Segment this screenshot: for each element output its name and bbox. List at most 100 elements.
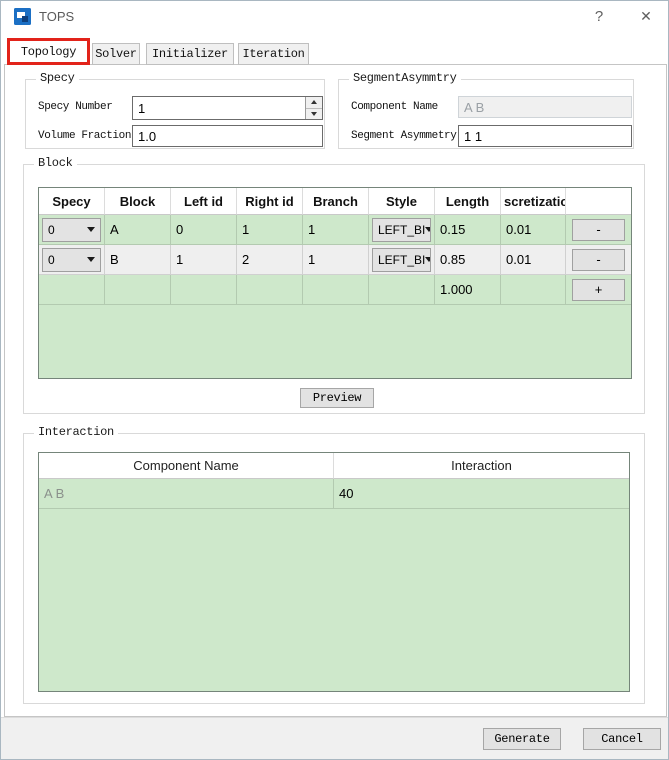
cell-block[interactable]: A	[105, 215, 171, 245]
component-name-input	[458, 96, 632, 118]
header-discretization: scretizatio	[501, 188, 566, 215]
specy-dropdown-value: 0	[48, 222, 55, 237]
cell-specy: 0	[39, 245, 105, 275]
cell-discretization[interactable]: 0.01	[501, 245, 566, 275]
remove-row-button[interactable]: -	[572, 248, 625, 271]
tab-topology[interactable]: Topology	[7, 38, 90, 65]
header-interaction: Interaction	[334, 453, 629, 479]
spin-down-button[interactable]	[306, 108, 322, 119]
cell-discretization[interactable]: 0.01	[501, 215, 566, 245]
tab-solver-label: Solver	[95, 47, 137, 61]
spin-up-button[interactable]	[306, 97, 322, 109]
tab-initializer-label: Initializer	[152, 47, 228, 61]
style-dropdown[interactable]: LEFT_BI	[372, 247, 431, 272]
header-component-name: Component Name	[39, 453, 334, 479]
specy-number-spinner	[132, 96, 323, 120]
spinner-buttons	[305, 97, 322, 119]
cell-right-id[interactable]: 2	[237, 245, 303, 275]
cell-actions: -	[566, 215, 631, 245]
header-block: Block	[105, 188, 171, 215]
cell-empty	[501, 275, 566, 305]
specy-dropdown[interactable]: 0	[42, 217, 101, 242]
specy-groupbox: Specy Specy Number Volume Fraction	[25, 71, 325, 149]
tab-initializer[interactable]: Initializer	[146, 43, 234, 65]
tab-iteration[interactable]: Iteration	[238, 43, 309, 65]
cell-branch[interactable]: 1	[303, 215, 369, 245]
segment-asymmetry-input[interactable]	[458, 125, 632, 147]
cell-empty	[237, 275, 303, 305]
segment-asymmetry-label: Segment Asymmetry	[351, 130, 457, 142]
specy-dropdown[interactable]: 0	[42, 247, 101, 272]
cell-specy: 0	[39, 215, 105, 245]
tab-solver[interactable]: Solver	[92, 43, 140, 65]
cell-actions: +	[566, 275, 631, 305]
style-dropdown[interactable]: LEFT_BI	[372, 217, 431, 242]
dropdown-arrow-icon	[425, 227, 430, 232]
cell-empty	[171, 275, 237, 305]
header-length: Length	[435, 188, 501, 215]
cell-style: LEFT_BI	[369, 215, 435, 245]
header-right-id: Right id	[237, 188, 303, 215]
cell-interaction-value[interactable]: 40	[334, 479, 629, 509]
block-table-header-row: Specy Block Left id Right id Branch Styl…	[39, 188, 631, 215]
app-logo-icon	[14, 7, 31, 25]
cell-length[interactable]: 0.15	[435, 215, 501, 245]
add-row-button[interactable]: +	[572, 278, 625, 301]
cell-component-name: A B	[39, 479, 334, 509]
cell-block[interactable]: B	[105, 245, 171, 275]
cell-actions: -	[566, 245, 631, 275]
segment-asymmetry-groupbox: SegmentAsymmtry Component Name Segment A…	[338, 71, 634, 149]
cell-branch[interactable]: 1	[303, 245, 369, 275]
specy-number-label: Specy Number	[38, 101, 113, 113]
header-actions	[566, 188, 631, 215]
interaction-table-empty-area	[39, 509, 629, 691]
arrow-up-icon	[311, 100, 317, 105]
footer-bar: Generate Cancel	[1, 717, 668, 759]
cell-left-id[interactable]: 0	[171, 215, 237, 245]
volume-fraction-label: Volume Fraction	[38, 130, 132, 142]
block-groupbox: Block Specy Block Left id Right id Branc…	[23, 156, 645, 414]
block-table-row: 0 B 1 2 1 LEFT_BI 0.85 0.01 -	[39, 245, 631, 275]
help-icon[interactable]: ?	[594, 7, 604, 25]
block-table-empty-area	[39, 305, 631, 378]
block-table-total-row: 1.000 +	[39, 275, 631, 305]
header-branch: Branch	[303, 188, 369, 215]
cell-style: LEFT_BI	[369, 245, 435, 275]
generate-button[interactable]: Generate	[483, 728, 561, 750]
block-table-row: 0 A 0 1 1 LEFT_BI 0.15 0.01 -	[39, 215, 631, 245]
cell-empty	[303, 275, 369, 305]
cell-right-id[interactable]: 1	[237, 215, 303, 245]
interaction-table-row: A B 40	[39, 479, 629, 509]
specy-dropdown-value: 0	[48, 252, 55, 267]
header-left-id: Left id	[171, 188, 237, 215]
cell-total-length: 1.000	[435, 275, 501, 305]
interaction-group-title: Interaction	[34, 425, 118, 439]
component-name-label: Component Name	[351, 101, 438, 113]
style-dropdown-value: LEFT_BI	[378, 222, 426, 237]
close-icon[interactable]: ✕	[640, 7, 652, 24]
preview-button[interactable]: Preview	[300, 388, 374, 408]
arrow-down-icon	[311, 111, 317, 116]
block-group-title: Block	[34, 156, 77, 170]
specy-number-input[interactable]	[133, 97, 305, 119]
specy-group-title: Specy	[36, 71, 79, 85]
dropdown-arrow-icon	[425, 257, 430, 262]
cell-empty	[39, 275, 105, 305]
cancel-button[interactable]: Cancel	[583, 728, 661, 750]
cell-empty	[105, 275, 171, 305]
interaction-table: Component Name Interaction A B 40	[38, 452, 630, 692]
cell-left-id[interactable]: 1	[171, 245, 237, 275]
title-bar: TOPS ? ✕	[1, 1, 668, 31]
dropdown-arrow-icon	[87, 257, 95, 262]
interaction-groupbox: Interaction Component Name Interaction A…	[23, 425, 645, 704]
window-title: TOPS	[39, 8, 75, 24]
remove-row-button[interactable]: -	[572, 218, 625, 241]
header-specy: Specy	[39, 188, 105, 215]
segment-group-title: SegmentAsymmtry	[349, 71, 461, 85]
tab-topology-label: Topology	[20, 44, 77, 59]
style-dropdown-value: LEFT_BI	[378, 252, 426, 267]
volume-fraction-input[interactable]	[132, 125, 323, 147]
block-table: Specy Block Left id Right id Branch Styl…	[38, 187, 632, 379]
cell-length[interactable]: 0.85	[435, 245, 501, 275]
